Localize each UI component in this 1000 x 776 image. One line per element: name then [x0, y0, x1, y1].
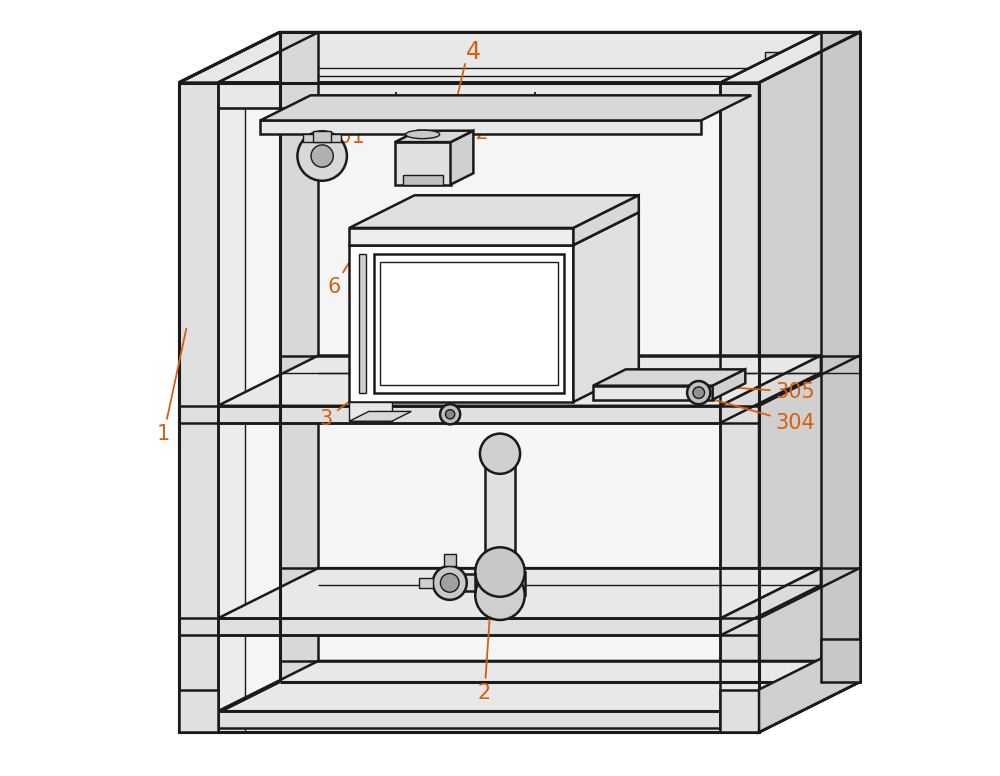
Polygon shape: [349, 245, 573, 402]
Text: 1: 1: [157, 329, 186, 445]
Polygon shape: [720, 33, 860, 82]
Circle shape: [480, 434, 520, 474]
Text: 401: 401: [317, 126, 365, 147]
Polygon shape: [765, 53, 781, 702]
Circle shape: [440, 573, 459, 592]
Polygon shape: [720, 690, 759, 732]
Polygon shape: [573, 196, 639, 245]
Polygon shape: [179, 690, 218, 732]
Polygon shape: [218, 712, 720, 728]
Polygon shape: [720, 568, 821, 636]
Polygon shape: [179, 82, 218, 732]
Circle shape: [475, 570, 525, 620]
Polygon shape: [260, 95, 751, 120]
Text: 2: 2: [478, 583, 492, 703]
Circle shape: [311, 145, 333, 167]
Text: 305: 305: [708, 382, 815, 402]
Polygon shape: [218, 82, 720, 108]
Polygon shape: [485, 454, 515, 595]
Text: 402: 402: [418, 123, 489, 143]
Circle shape: [433, 566, 467, 600]
Polygon shape: [280, 33, 318, 682]
Text: 6: 6: [327, 240, 363, 297]
Polygon shape: [450, 574, 475, 591]
Polygon shape: [451, 130, 473, 185]
Polygon shape: [759, 33, 860, 732]
Circle shape: [693, 387, 705, 398]
Polygon shape: [349, 402, 392, 421]
Polygon shape: [179, 406, 218, 423]
Circle shape: [297, 131, 347, 181]
Polygon shape: [179, 33, 860, 82]
Polygon shape: [349, 411, 411, 421]
Polygon shape: [720, 355, 821, 423]
Polygon shape: [179, 82, 759, 732]
Polygon shape: [403, 175, 443, 185]
Polygon shape: [759, 639, 860, 732]
Polygon shape: [218, 82, 245, 732]
Polygon shape: [821, 33, 860, 682]
Polygon shape: [395, 142, 451, 185]
Polygon shape: [349, 213, 639, 245]
Circle shape: [445, 410, 455, 419]
Ellipse shape: [406, 130, 440, 139]
Polygon shape: [303, 134, 341, 142]
Polygon shape: [821, 639, 860, 682]
Polygon shape: [374, 255, 564, 393]
Circle shape: [475, 547, 525, 597]
Polygon shape: [593, 369, 745, 386]
Polygon shape: [302, 68, 797, 76]
Polygon shape: [349, 228, 573, 245]
Polygon shape: [414, 134, 431, 142]
Circle shape: [687, 381, 710, 404]
Text: 304: 304: [705, 397, 815, 433]
Polygon shape: [759, 33, 860, 732]
Polygon shape: [475, 572, 525, 595]
Polygon shape: [218, 661, 821, 712]
Polygon shape: [218, 618, 720, 636]
Polygon shape: [349, 196, 639, 228]
Polygon shape: [179, 618, 218, 636]
Polygon shape: [218, 568, 821, 618]
Text: 4: 4: [465, 40, 480, 64]
Polygon shape: [179, 33, 318, 82]
Polygon shape: [313, 131, 331, 142]
Polygon shape: [260, 120, 701, 134]
Polygon shape: [218, 406, 720, 423]
Circle shape: [440, 404, 460, 424]
Polygon shape: [419, 578, 433, 588]
Polygon shape: [395, 130, 473, 142]
Polygon shape: [359, 255, 366, 393]
Polygon shape: [573, 213, 639, 402]
Polygon shape: [444, 554, 456, 566]
Polygon shape: [218, 355, 821, 406]
Polygon shape: [720, 82, 759, 732]
Text: 3: 3: [319, 374, 386, 429]
Polygon shape: [713, 369, 745, 400]
Polygon shape: [593, 386, 713, 400]
